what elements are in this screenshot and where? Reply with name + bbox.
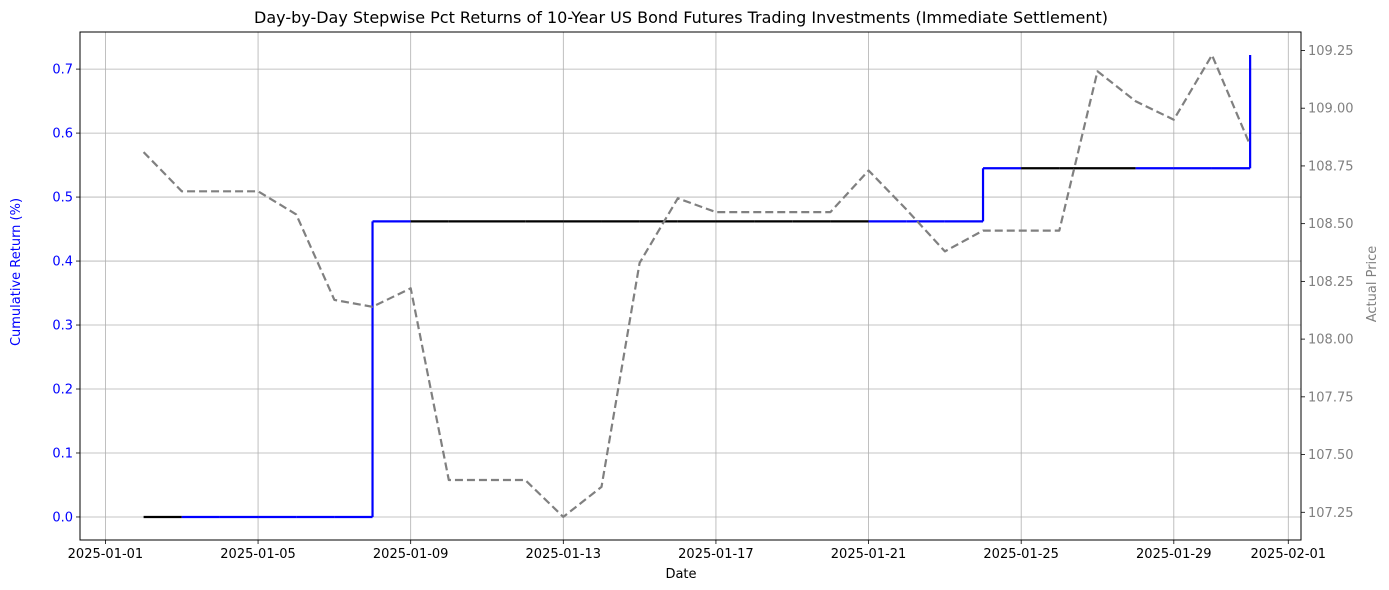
y-left-tick-label: 0.7: [52, 63, 73, 78]
y-left-tick-label: 0.1: [52, 446, 73, 461]
y-right-tick-label: 107.25: [1308, 506, 1354, 521]
x-tick-label: 2025-01-13: [526, 547, 602, 562]
x-tick-label: 2025-01-05: [220, 547, 296, 562]
y-axis-right-label: Actual Price: [1365, 246, 1380, 323]
x-tick-label: 2025-01-17: [678, 547, 754, 562]
y-left-tick-label: 0.3: [52, 319, 73, 334]
price-line: [142, 53, 1252, 519]
series-layer: [142, 53, 1252, 519]
y-left-tick-label: 0.2: [52, 383, 73, 398]
y-left-tick-label: 0.4: [52, 255, 73, 270]
x-tick-label: 2025-02-01: [1251, 547, 1327, 562]
y-right-tick-label: 107.50: [1308, 448, 1354, 463]
y-right-tick-label: 109.00: [1308, 102, 1354, 117]
axes-layer: 2025-01-01 2025-01-05 2025-01-09 2025-01-13…: [52, 44, 1353, 562]
x-tick-label: 2025-01-25: [983, 547, 1059, 562]
x-tick-label: 2025-01-01: [68, 547, 144, 562]
x-tick-label: 2025-01-29: [1136, 547, 1212, 562]
x-tick-label: 2025-01-09: [373, 547, 449, 562]
y-right-tick-label: 109.25: [1308, 44, 1354, 59]
y-right-tick-label: 108.75: [1308, 159, 1354, 174]
chart-title: Day-by-Day Stepwise Pct Returns of 10-Ye…: [254, 8, 1108, 27]
x-axis-label: Date: [665, 567, 696, 582]
y-left-tick-label: 0.0: [52, 510, 73, 525]
y-axis-left-label: Cumulative Return (%): [9, 198, 24, 346]
y-right-tick-label: 107.75: [1308, 390, 1354, 405]
y-left-tick-label: 0.6: [52, 127, 73, 142]
grid-layer: [80, 32, 1301, 540]
y-right-tick-label: 108.25: [1308, 275, 1354, 290]
plot-frame: [79, 31, 1302, 541]
x-tick-label: 2025-01-21: [831, 547, 907, 562]
y-left-tick-label: 0.5: [52, 191, 73, 206]
y-right-tick-label: 108.50: [1308, 217, 1354, 232]
y-right-tick-label: 108.00: [1308, 333, 1354, 348]
